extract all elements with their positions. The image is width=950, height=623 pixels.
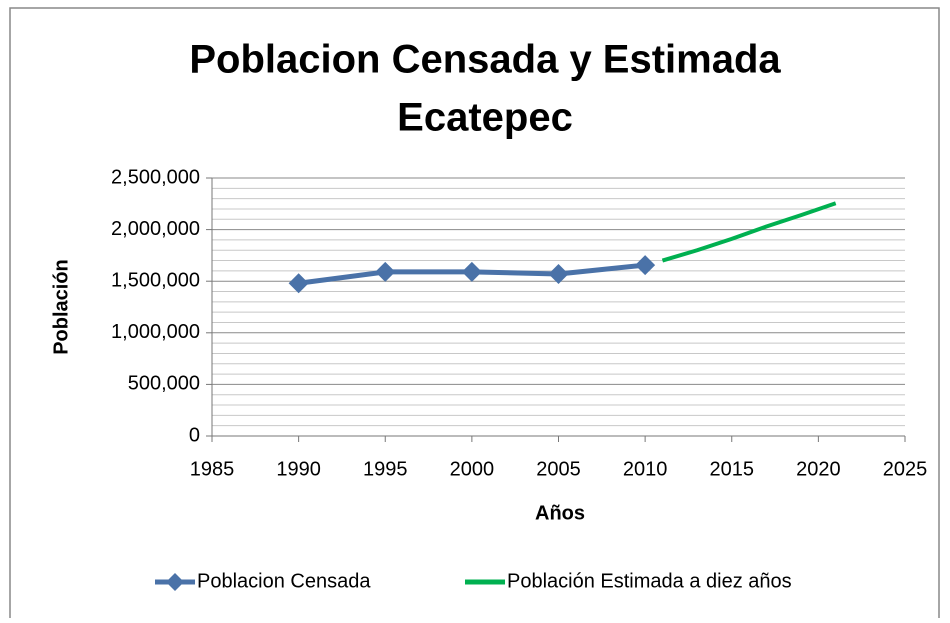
y-tick-label: 1,500,000: [111, 269, 200, 291]
legend-label: Poblacion Censada: [197, 570, 371, 592]
y-tick-label: 1,000,000: [111, 321, 200, 343]
x-tick-label: 1985: [190, 458, 235, 480]
series-line: [661, 201, 837, 263]
chart-title: Ecatepec: [397, 96, 573, 140]
x-axis-label: Años: [535, 502, 585, 524]
y-tick-label: 500,000: [128, 373, 200, 395]
x-tick-label: 2015: [710, 458, 755, 480]
legend-marker: [166, 573, 184, 591]
x-tick-label: 2005: [536, 458, 581, 480]
marker: [375, 261, 396, 282]
y-axis-label: Población: [50, 259, 72, 355]
chart-title: Poblacion Censada y Estimada: [189, 38, 781, 82]
marker: [635, 255, 656, 276]
y-tick-label: 2,000,000: [111, 218, 200, 240]
marker: [548, 263, 569, 284]
x-tick-label: 2020: [796, 458, 841, 480]
y-tick-label: 0: [189, 424, 200, 446]
legend-label: Población Estimada a diez años: [507, 570, 792, 592]
x-tick-label: 2025: [883, 458, 928, 480]
x-tick-label: 1995: [363, 458, 408, 480]
y-tick-label: 2,500,000: [111, 166, 200, 188]
x-tick-label: 2000: [450, 458, 495, 480]
x-tick-label: 2010: [623, 458, 668, 480]
marker: [288, 273, 309, 294]
x-tick-label: 1990: [276, 458, 321, 480]
marker: [461, 261, 482, 282]
chart-frame: [9, 7, 940, 623]
